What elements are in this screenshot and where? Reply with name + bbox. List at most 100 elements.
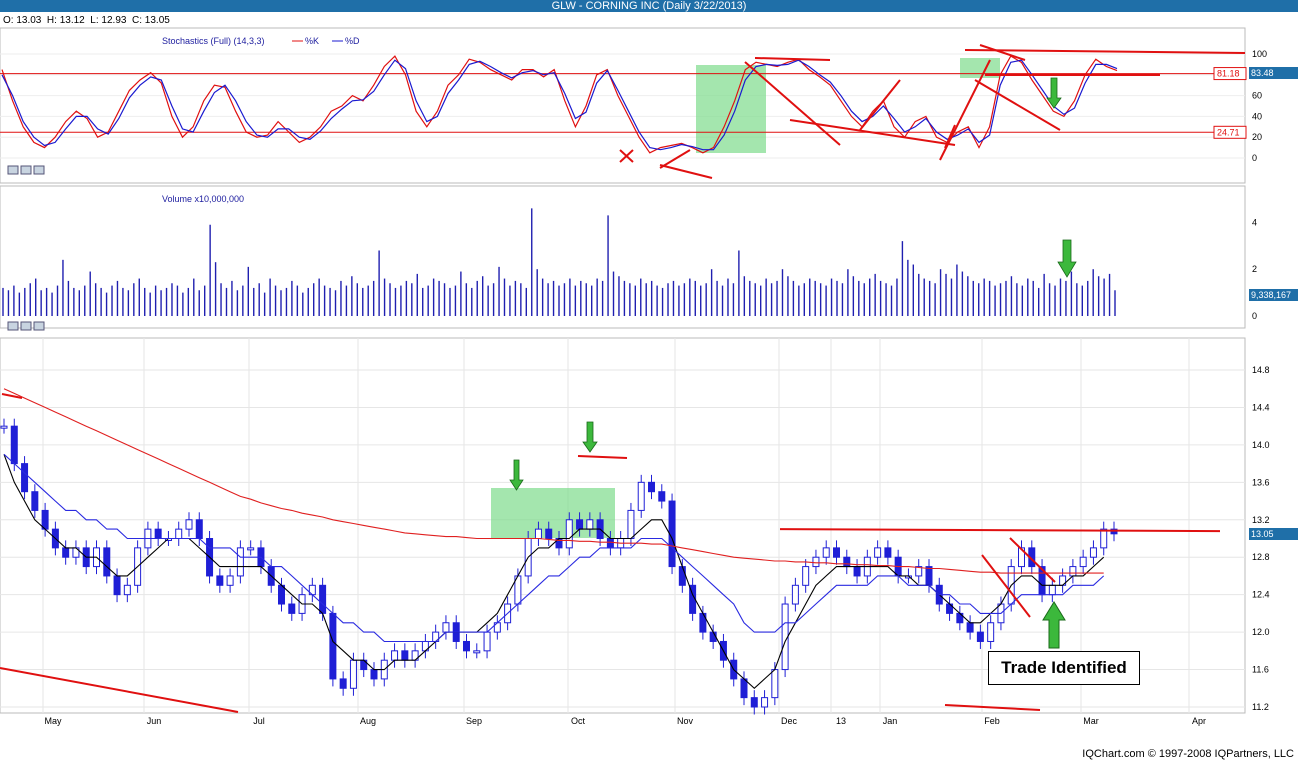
open-value: O: 13.03	[3, 15, 42, 26]
candle-body	[771, 669, 779, 699]
volume-title: Volume x10,000,000	[162, 194, 244, 204]
candle-body	[10, 425, 18, 465]
stoch-level-box-1	[1213, 125, 1247, 139]
candle-body	[113, 575, 121, 596]
stoch-last-badge	[1249, 67, 1298, 79]
price-trendline-4	[981, 554, 1031, 618]
price-trendline-2	[944, 704, 1041, 711]
volume-panel	[0, 185, 1246, 329]
stoch-trendline-10	[964, 49, 1246, 54]
volume-toolbar-icon-1	[20, 321, 32, 331]
trade-up-arrow	[1042, 601, 1066, 649]
month-label-3: Aug	[360, 716, 376, 726]
price-tick-13.6: 13.6	[1252, 477, 1270, 487]
candle-body	[339, 678, 347, 689]
candle-body	[802, 566, 810, 586]
stoch-level-label-1: 24.71	[1217, 127, 1240, 137]
candle-body	[0, 425, 8, 429]
price-last-badge	[1249, 528, 1298, 540]
stoch-trendline-12	[974, 79, 1061, 131]
stoch-tick-40: 40	[1252, 111, 1262, 121]
stoch-tick-100: 100	[1252, 49, 1267, 59]
k-legend-label: %K	[305, 36, 319, 46]
price-down-arrow-1	[509, 459, 524, 491]
month-label-9: Jan	[883, 716, 898, 726]
candle-body	[843, 556, 851, 568]
candle-body	[534, 528, 542, 540]
stoch-level-label-0: 81.18	[1217, 69, 1240, 79]
price-tick-14.8: 14.8	[1252, 365, 1270, 375]
volume-tick-4: 4	[1252, 217, 1257, 227]
candle-body	[391, 650, 399, 661]
candle-body	[103, 547, 111, 577]
volume-toolbar-icon-2	[33, 321, 45, 331]
volume-last-value: 9,338,167	[1251, 290, 1291, 300]
month-label-7: Dec	[781, 716, 798, 726]
candle-body	[740, 678, 748, 699]
ohlc-readout: O: 13.03 H: 13.12 L: 12.93 C: 13.05	[3, 15, 170, 26]
candle-body	[791, 584, 799, 605]
price-tick-12.4: 12.4	[1252, 590, 1270, 600]
price-highlight-box	[491, 488, 615, 538]
candle-body	[370, 669, 378, 680]
month-label-6: Nov	[677, 716, 694, 726]
candle-body	[195, 519, 203, 539]
candle-body	[576, 519, 584, 530]
candle-body	[278, 584, 285, 605]
stoch-tick-20: 20	[1252, 132, 1262, 142]
price-tick-11.6: 11.6	[1252, 665, 1269, 675]
stoch-trendline-2	[659, 164, 713, 179]
candle-body	[966, 622, 974, 633]
candle-body	[812, 556, 820, 568]
candle-body	[154, 528, 162, 540]
candle-body	[62, 547, 70, 558]
copyright-notice: IQChart.com © 1997-2008 IQPartners, LLC	[1082, 748, 1294, 760]
volume-down-arrow	[1057, 239, 1077, 278]
moving-average-ma_slow	[3, 388, 1104, 574]
stoch-highlight-box-2	[960, 58, 1000, 78]
price-tick-11.2: 11.2	[1252, 702, 1269, 712]
candle-body	[1079, 556, 1087, 568]
candle-body	[853, 566, 861, 577]
candle-body	[606, 538, 614, 549]
candle-body	[463, 640, 470, 652]
volume-tick-2: 2	[1252, 264, 1257, 274]
stoch-tick-0: 0	[1252, 153, 1257, 163]
volume-last-badge	[1249, 289, 1298, 301]
candle-body	[565, 519, 573, 549]
stoch-tick-60: 60	[1252, 91, 1262, 101]
candle-body	[319, 584, 327, 614]
candle-body	[761, 697, 769, 708]
candle-body	[1069, 566, 1077, 577]
month-label-10: Feb	[984, 716, 1000, 726]
price-trendline-3	[577, 455, 628, 459]
resistance-line	[779, 528, 1221, 533]
candle-body	[822, 547, 830, 558]
candle-body	[884, 547, 892, 558]
candle-body	[925, 566, 933, 586]
stoch-level-box-0	[1213, 67, 1247, 81]
stoch-trendline-11	[979, 44, 1026, 61]
moving-average-ma_mid	[3, 453, 1105, 643]
price-tick-12.8: 12.8	[1252, 552, 1270, 562]
candle-body	[586, 519, 594, 530]
candle-body	[678, 566, 686, 586]
candle-body	[31, 491, 39, 511]
candle-body	[483, 631, 491, 652]
stoch-toolbar-icon-1	[20, 165, 32, 175]
candle-body	[833, 547, 840, 558]
volume-tick-0: 0	[1252, 311, 1257, 321]
price-tick-14.4: 14.4	[1252, 402, 1270, 412]
price-down-arrow-2	[582, 421, 598, 453]
d-legend-label: %D	[345, 36, 360, 46]
price-tick-14: 14.0	[1252, 440, 1270, 450]
candle-body	[473, 650, 481, 654]
candle-body	[226, 575, 234, 586]
stoch-toolbar-icon-2	[33, 165, 45, 175]
month-label-11: Mar	[1083, 716, 1099, 726]
price-tick-12: 12.0	[1252, 627, 1270, 637]
candle-body	[1089, 547, 1097, 558]
candle-body	[1100, 528, 1108, 549]
low-value: L: 12.93	[90, 15, 127, 26]
candle-body	[874, 547, 882, 558]
